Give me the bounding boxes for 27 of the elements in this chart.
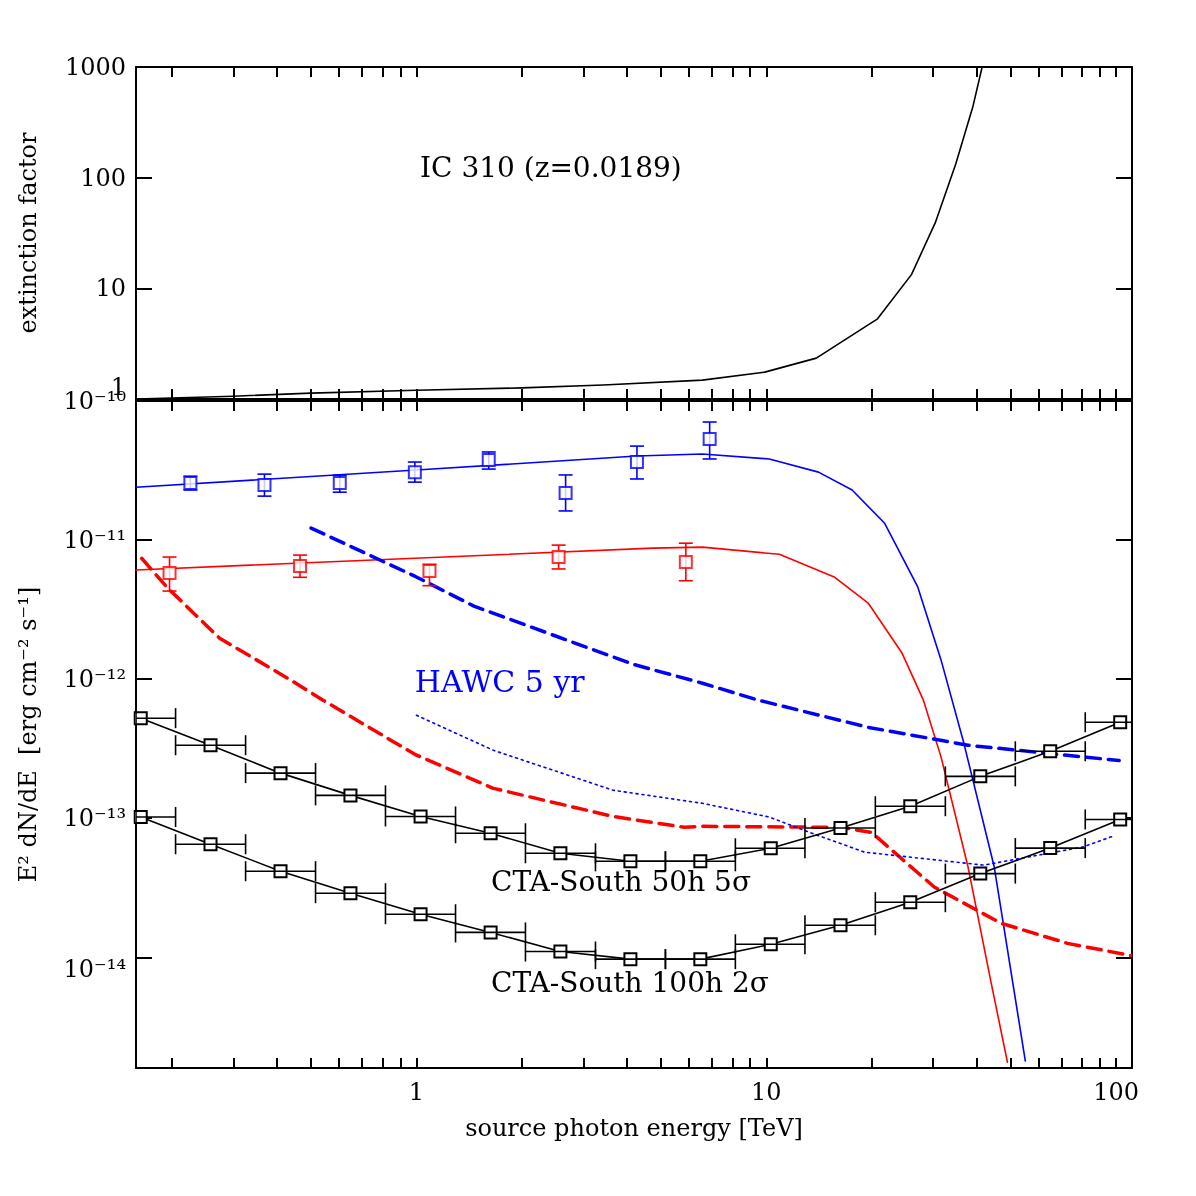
point — [553, 944, 568, 959]
series-label: HAWC 5 yr — [414, 663, 586, 699]
point — [763, 937, 778, 952]
y-tick-label: 10⁻¹³ — [63, 804, 126, 833]
annotation: CTA-South 100h 2σ — [491, 965, 769, 999]
y-tick-label: 1000 — [64, 53, 126, 81]
point — [1113, 812, 1128, 827]
y-axis-title: E² dN/dE [erg cm⁻² s⁻¹] — [14, 586, 42, 883]
y-tick-label: 100 — [80, 163, 126, 192]
y-tick-label: 10⁻¹¹ — [63, 526, 126, 555]
point — [413, 809, 428, 824]
annotation: CTA-South 50h 5σ — [491, 864, 751, 898]
point — [973, 866, 988, 881]
y-axis-title: extinction factor — [14, 131, 42, 334]
point — [693, 854, 708, 869]
x-tick-label: 10 — [750, 1078, 782, 1106]
x-tick-label: 1 — [408, 1078, 425, 1106]
point — [973, 769, 988, 784]
annotation: IC 310 (z=0.0189) — [420, 150, 682, 184]
x-axis-title: source photon energy [TeV] — [465, 1114, 803, 1142]
y-tick-label: 10 — [95, 274, 126, 303]
y-tick-label: 10⁻¹² — [63, 665, 126, 694]
point — [483, 925, 498, 940]
y-tick-label: 10⁻¹⁴ — [63, 955, 126, 984]
point — [343, 788, 358, 803]
point — [623, 854, 638, 869]
x-tick-label: 100 — [1093, 1078, 1140, 1106]
